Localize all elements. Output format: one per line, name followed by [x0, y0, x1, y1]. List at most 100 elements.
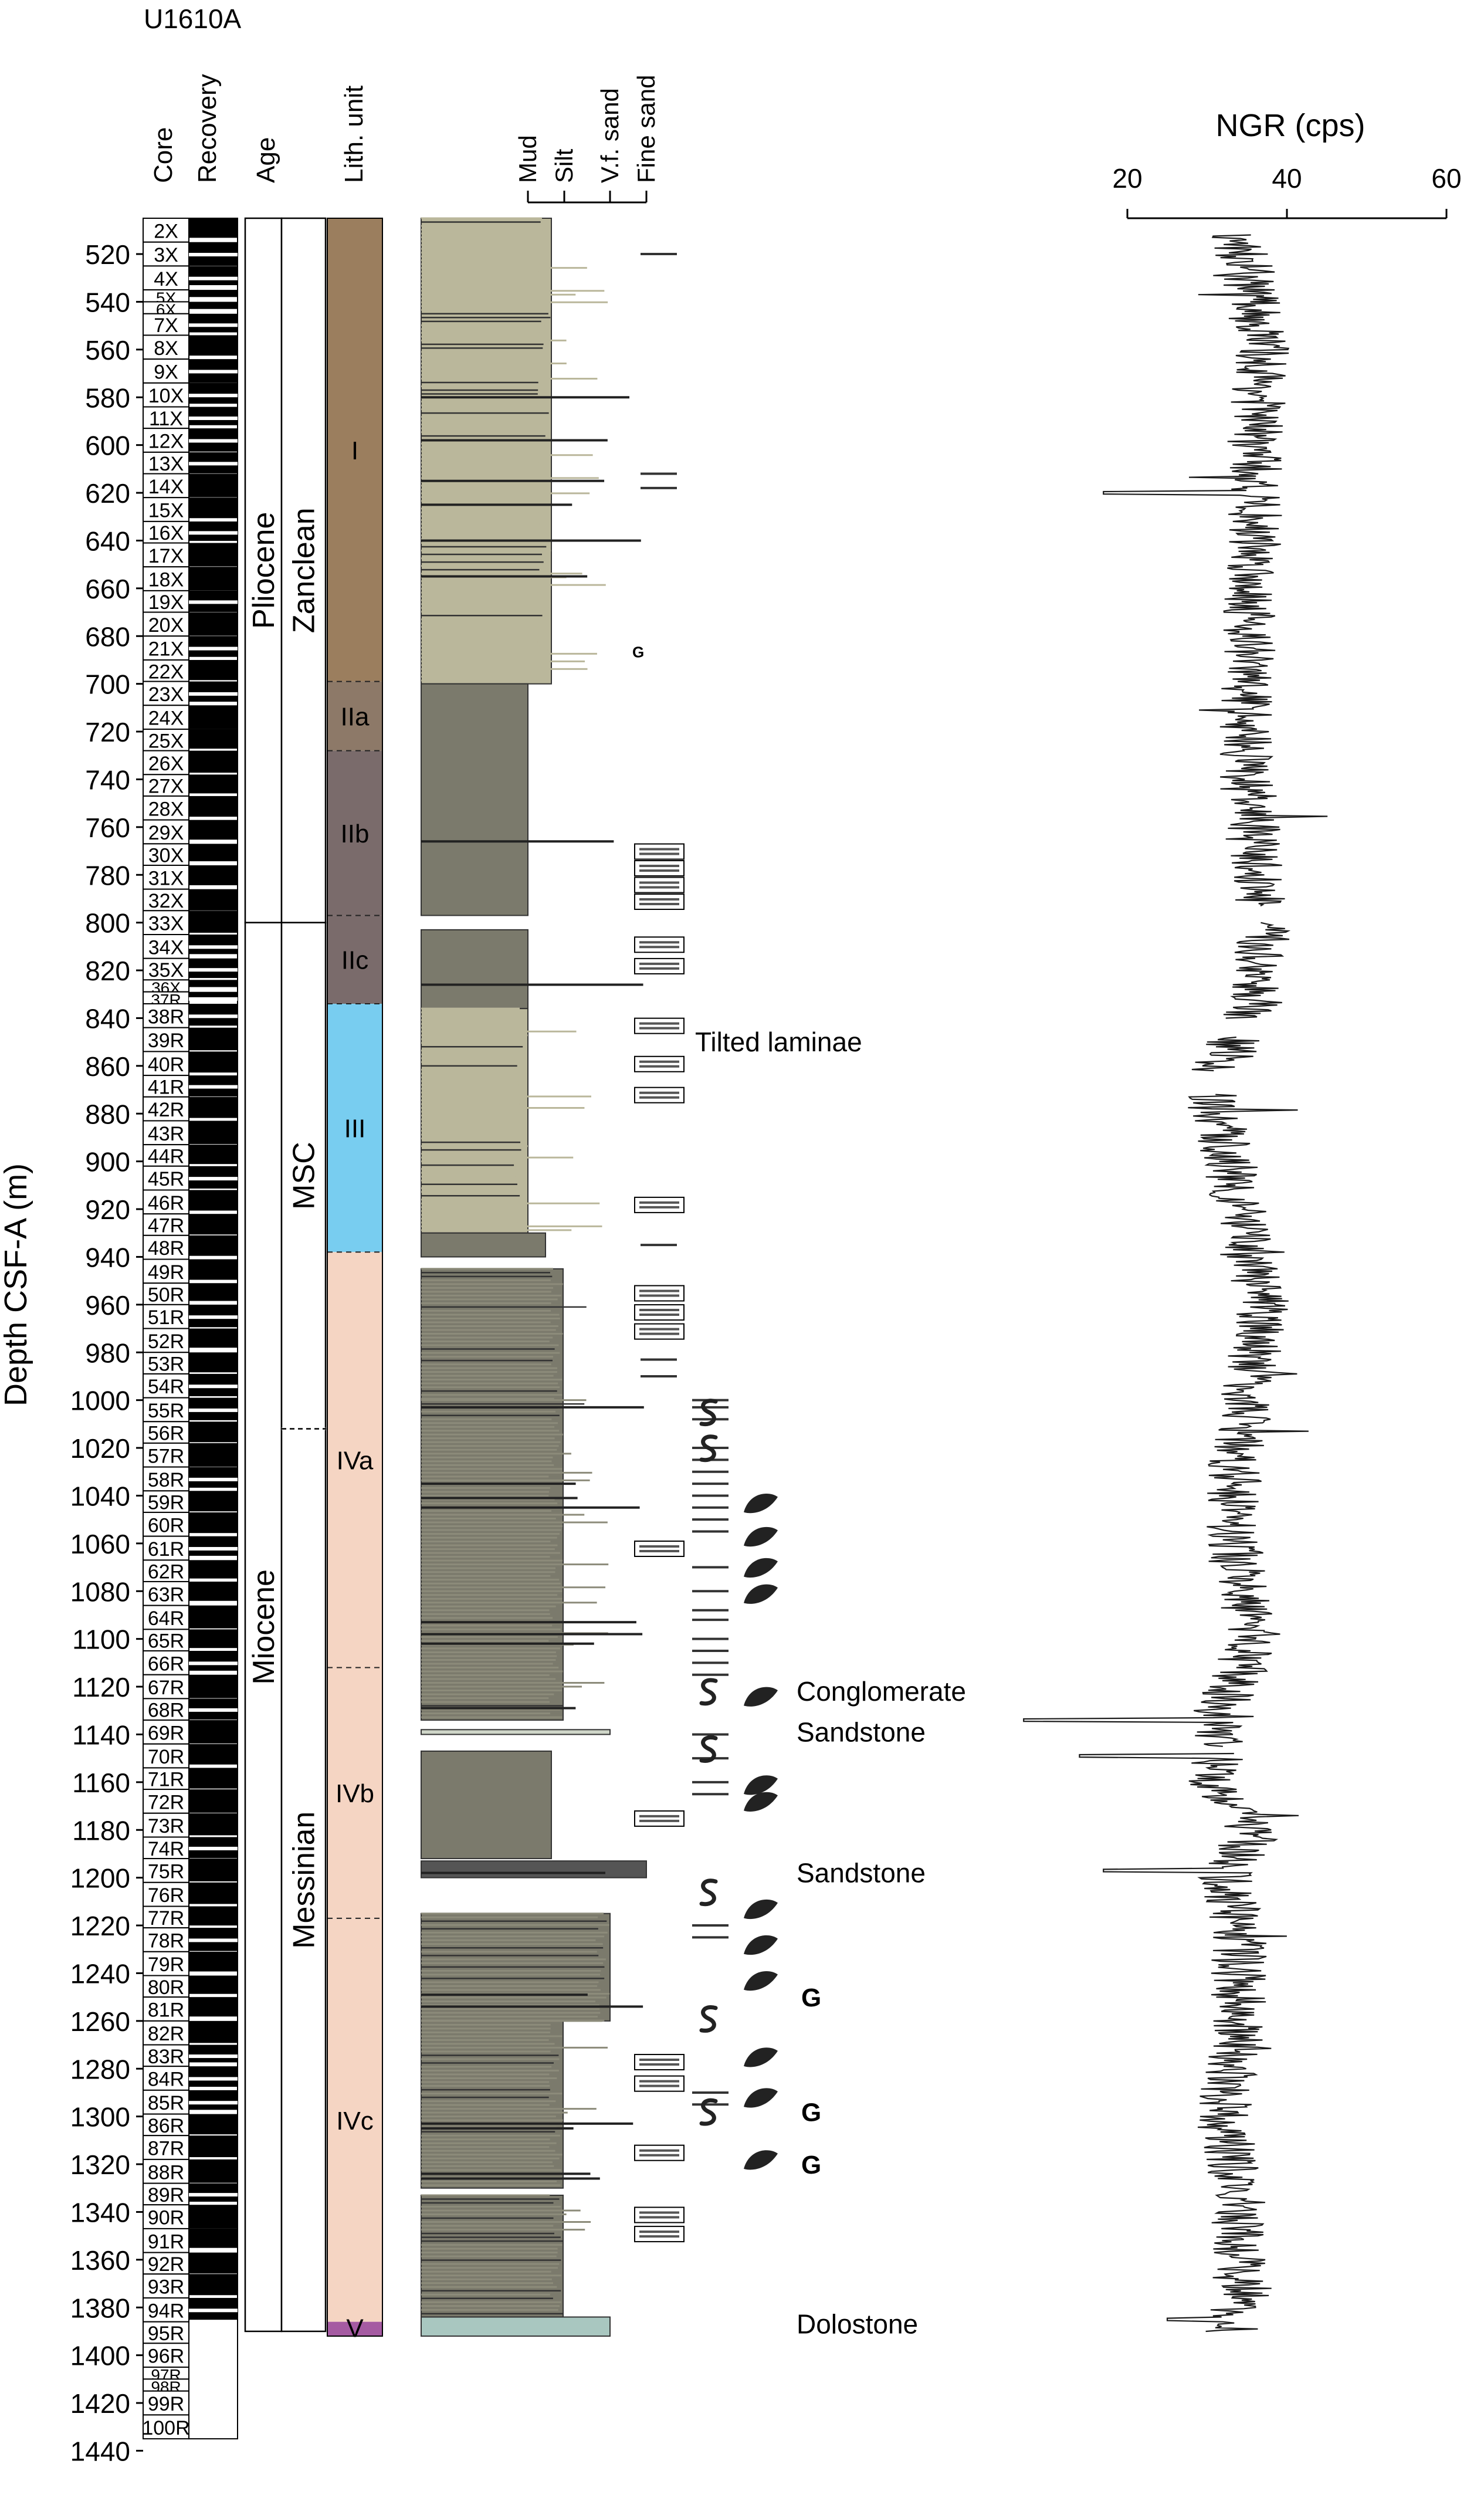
core-label: 53R — [148, 1353, 184, 1376]
core-label: 66R — [148, 1653, 184, 1675]
lith-unit-fill — [327, 218, 382, 682]
core-box — [143, 1836, 189, 1860]
core-box — [143, 819, 189, 845]
stage-box — [280, 217, 327, 923]
recovery-gap — [189, 2193, 238, 2197]
core-label: 50R — [148, 1284, 184, 1306]
core-label: 18X — [148, 569, 184, 591]
recovery-bar — [189, 497, 238, 519]
recovery-bar — [189, 1674, 238, 1698]
core-box — [143, 1189, 189, 1215]
core-box — [143, 2390, 189, 2416]
core-label: 96R — [148, 2345, 184, 2368]
recovery-bar — [189, 1491, 238, 1512]
grain-size-label: Fine sand — [632, 75, 660, 183]
recovery-bar — [189, 681, 238, 702]
recovery-bar — [189, 266, 238, 286]
recovery-gap — [189, 394, 238, 398]
recovery-bar — [189, 1651, 238, 1671]
recovery-gap — [189, 1085, 238, 1089]
recovery-gap — [189, 417, 238, 421]
recovery-bar — [189, 1951, 238, 1972]
lithology-block — [421, 683, 528, 916]
ngr-curve-segment — [1223, 922, 1291, 1019]
core-label: 83R — [148, 2046, 184, 2068]
depth-tick-label: 900 — [85, 1147, 130, 1177]
recovery-bar — [189, 796, 238, 817]
core-box — [143, 681, 189, 706]
epoch-box — [244, 922, 283, 2333]
core-box — [143, 1328, 189, 1353]
core-label: 68R — [148, 1700, 184, 1722]
core-box — [143, 334, 189, 360]
lamination-symbol-box — [634, 1285, 685, 1302]
core-label: 69R — [148, 1722, 184, 1744]
core-label: 62R — [148, 1561, 184, 1583]
core-label: 90R — [148, 2207, 184, 2229]
header-recovery: Recovery — [193, 74, 222, 183]
core-label: 89R — [148, 2184, 184, 2206]
lith-unit-fill — [327, 1252, 382, 1668]
core-box — [143, 1213, 189, 1236]
core-label: 43R — [148, 1123, 184, 1145]
depth-tick-label: 1160 — [72, 1768, 130, 1798]
depth-tick-label: 1220 — [70, 1911, 130, 1941]
slump-symbol — [699, 1399, 718, 1427]
depth-tick-label: 820 — [85, 956, 130, 986]
core-label: 71R — [148, 1769, 184, 1791]
lith-unit-fill — [327, 750, 382, 916]
core-label: 46R — [148, 1192, 184, 1214]
core-box — [143, 1535, 189, 1561]
depth-tick-label: 1440 — [70, 2436, 130, 2466]
depth-tick-label: 560 — [85, 335, 130, 365]
recovery-gap — [189, 945, 238, 949]
slump-symbol — [699, 1678, 718, 1706]
core-box — [143, 1397, 189, 1423]
core-label: 9X — [154, 361, 178, 383]
depth-tick-label: 780 — [85, 860, 130, 891]
core-label: 72R — [148, 1791, 184, 1813]
core-label: 28X — [148, 798, 184, 820]
recovery-bar — [189, 1581, 238, 1601]
depth-tick-label: 1260 — [70, 2006, 130, 2037]
age-column: Pliocene Miocene Zanclean MSC Messinian — [244, 217, 327, 2333]
lamination-symbol-box — [634, 2206, 685, 2223]
core-label: 63R — [148, 1583, 184, 1606]
recovery-bar — [189, 1443, 238, 1467]
core-box — [143, 1743, 189, 1769]
core-label: 15X — [148, 500, 184, 522]
recovery-gap — [189, 531, 238, 535]
core-box — [143, 1905, 189, 1929]
lith-unit-fill — [327, 1004, 382, 1253]
recovery-bar — [189, 612, 238, 636]
core-box — [143, 1234, 189, 1260]
recovery-bar — [189, 2274, 238, 2296]
depth-tick-label: 600 — [85, 431, 130, 461]
epoch-box — [244, 217, 283, 923]
recovery-gap — [189, 1846, 238, 1850]
lamination-symbol-box — [634, 2144, 685, 2161]
core-box — [143, 542, 189, 568]
core-box — [143, 2343, 189, 2368]
lamination-symbol-box — [634, 957, 685, 974]
recovery-bar — [189, 1051, 238, 1073]
slump-symbol — [699, 2098, 718, 2126]
depth-tick-label: 1320 — [70, 2150, 130, 2180]
core-label: 74R — [148, 1838, 184, 1860]
recovery-bar — [189, 2090, 238, 2110]
lithology-annotation: Tilted laminae — [695, 1027, 862, 1057]
lith-unit-label: IVa — [337, 1446, 374, 1475]
recovery-bar — [189, 705, 238, 729]
core-label: 87R — [148, 2138, 184, 2160]
recovery-bar — [189, 729, 238, 749]
lith-unit-fill — [327, 915, 382, 1004]
lamination-symbol-box — [634, 936, 685, 953]
recovery-bar — [189, 774, 238, 794]
core-box — [143, 1120, 189, 1146]
core-label: 86R — [148, 2115, 184, 2137]
lamination-symbol-box — [634, 2226, 685, 2243]
grain-size-label: Silt — [550, 148, 578, 183]
cross-bedding-symbol — [744, 1687, 778, 1707]
depth-tick-label: 880 — [85, 1099, 130, 1129]
core-label: 30X — [148, 845, 184, 867]
